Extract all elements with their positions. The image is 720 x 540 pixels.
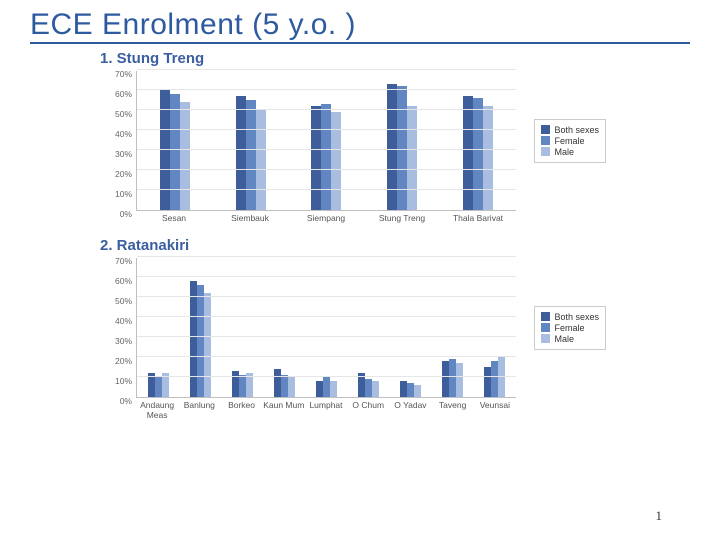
bar-group [387,84,417,210]
bar-group [463,96,493,210]
bar [239,375,246,397]
bar-group [484,357,505,397]
bar [456,363,463,397]
bar [483,106,493,210]
page-title: ECE Enrolment (5 y.o. ) [30,8,690,44]
bar [232,371,239,397]
legend-item: Female [541,323,599,333]
x-label: Kaun Mum [263,398,305,420]
bar [190,281,197,397]
bar [323,377,330,397]
x-label: Thala Barivat [440,211,516,223]
bar [204,293,211,397]
bar [400,381,407,397]
bar-group [274,369,295,397]
legend-swatch [541,125,550,134]
x-label: Lumphat [305,398,347,420]
x-label: Borkeo [220,398,262,420]
page-number: 1 [656,508,663,524]
bar [170,94,180,210]
x-label: Andaung Meas [136,398,178,420]
chart1-x-axis: SesanSiembaukSiempangStung TrengThala Ba… [136,211,516,223]
bar [330,381,337,397]
bar [155,377,162,397]
chart-ratanakiri: 2. Ratanakiri 70%60%50%40%30%20%10%0% Bo… [100,237,690,420]
bar [484,367,491,397]
bar [180,102,190,210]
bar [236,96,246,210]
bar [442,361,449,397]
legend-label: Male [554,334,574,344]
bar [407,383,414,397]
bar [372,381,379,397]
bar [256,110,266,210]
bar [365,379,372,397]
x-label: Siembauk [212,211,288,223]
bar [321,104,331,210]
legend-swatch [541,334,550,343]
legend-label: Both sexes [554,125,599,135]
chart1-subtitle: 1. Stung Treng [100,50,690,67]
bar-group [160,90,190,210]
bar-group [316,377,337,397]
bar-group [311,104,341,210]
bar [473,98,483,210]
bar [463,96,473,210]
x-label: Veunsai [474,398,516,420]
legend-item: Both sexes [541,312,599,322]
legend-label: Both sexes [554,312,599,322]
bar-group [236,96,266,210]
legend-label: Female [554,323,584,333]
bar [387,84,397,210]
legend-item: Female [541,136,599,146]
legend-label: Female [554,136,584,146]
bar [316,381,323,397]
bar [498,357,505,397]
legend-label: Male [554,147,574,157]
bar [491,361,498,397]
legend-item: Male [541,147,599,157]
x-label: O Chum [347,398,389,420]
x-label: O Yadav [389,398,431,420]
bar-group [232,371,253,397]
x-label: Banlung [178,398,220,420]
legend-swatch [541,136,550,145]
bar [414,385,421,397]
bar [331,112,341,210]
x-label: Siempang [288,211,364,223]
chart2-subtitle: 2. Ratanakiri [100,237,690,254]
bar-group [190,281,211,397]
bar-group [442,359,463,397]
bar [160,90,170,210]
x-label: Stung Treng [364,211,440,223]
legend-swatch [541,312,550,321]
chart2-x-axis: Andaung MeasBanlungBorkeoKaun MumLumphat… [136,398,516,420]
legend-swatch [541,323,550,332]
bar [407,106,417,210]
bar [274,369,281,397]
chart2-legend: Both sexesFemaleMale [534,306,606,350]
bar [311,106,321,210]
bar [397,86,407,210]
chart2-y-axis: 70%60%50%40%30%20%10%0% [100,258,136,398]
x-label: Sesan [136,211,212,223]
bar [197,285,204,397]
legend-item: Both sexes [541,125,599,135]
chart-stung-treng: 1. Stung Treng 70%60%50%40%30%20%10%0% B… [100,50,690,223]
legend-item: Male [541,334,599,344]
chart1-plot: Both sexesFemaleMale [136,71,516,211]
chart2-plot: Both sexesFemaleMale [136,258,516,398]
legend-swatch [541,147,550,156]
bar-group [400,381,421,397]
bar [288,377,295,397]
chart1-y-axis: 70%60%50%40%30%20%10%0% [100,71,136,211]
bar [449,359,456,397]
bar [246,100,256,210]
bar [281,375,288,397]
chart1-legend: Both sexesFemaleMale [534,119,606,163]
x-label: Taveng [432,398,474,420]
